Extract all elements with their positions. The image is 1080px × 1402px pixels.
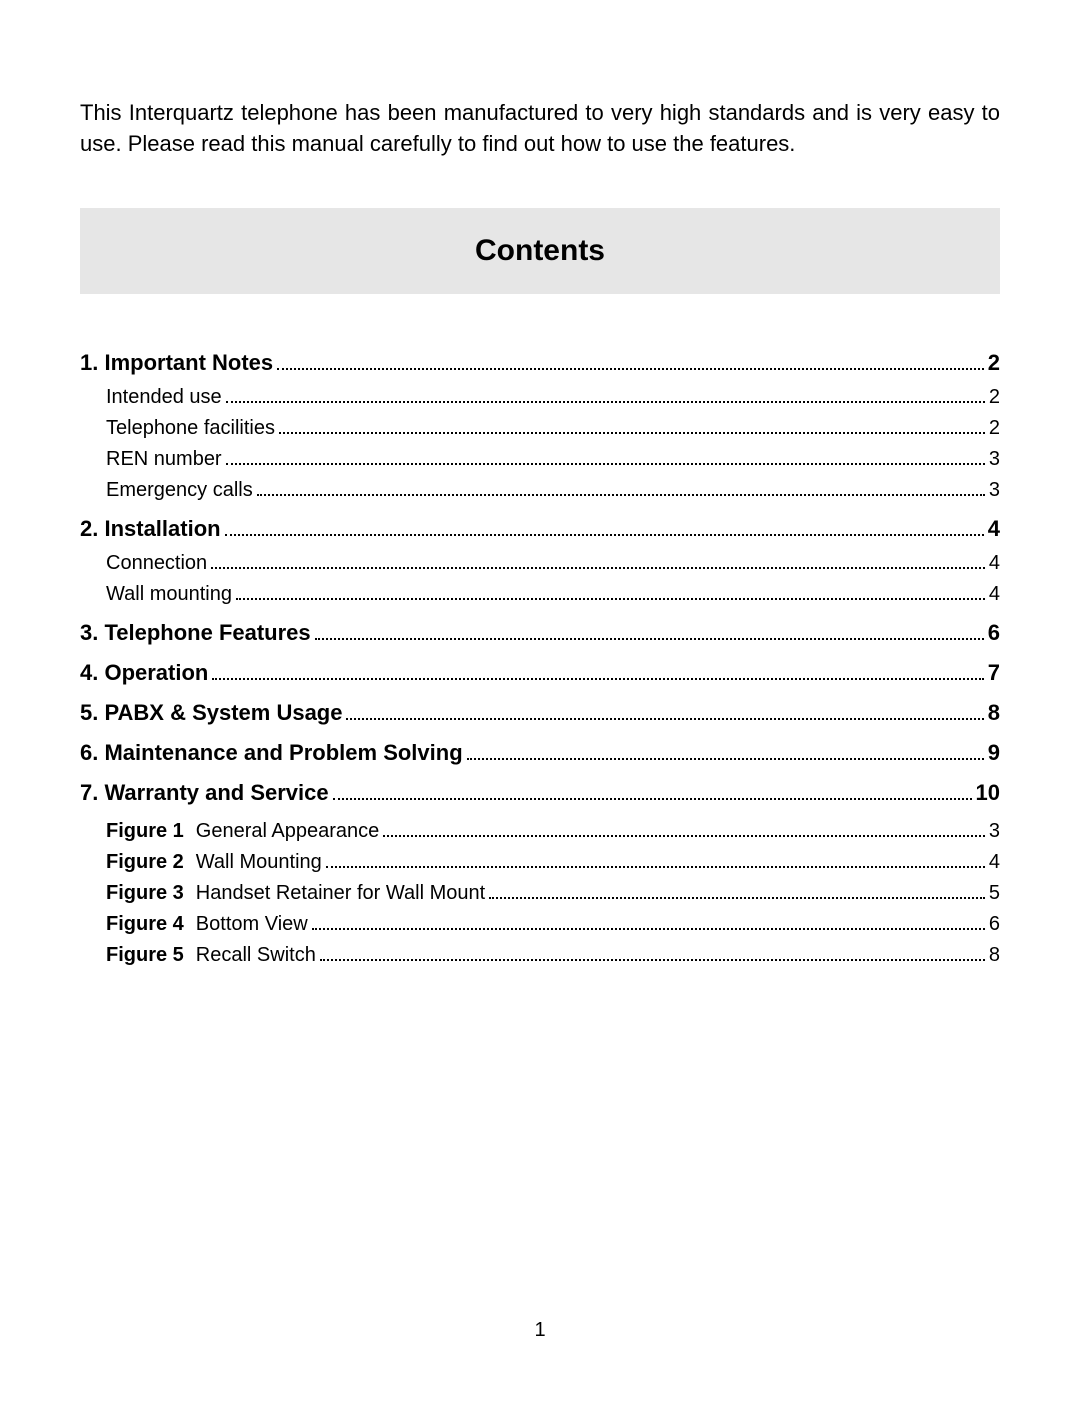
toc-main-entry: 2. Installation 4 [80,516,1000,542]
toc-main-entry: 4. Operation 7 [80,660,1000,686]
toc-dots [312,928,985,930]
figure-title: Handset Retainer for Wall Mount [196,882,485,905]
toc-main-entry: 1. Important Notes 2 [80,350,1000,376]
page-number: 1 [0,1319,1080,1342]
figure-label: Figure 2 [106,851,184,874]
figure-title: Bottom View [196,913,308,936]
toc-main-entry: 6. Maintenance and Problem Solving 9 [80,740,1000,766]
toc-sub-title: REN number [106,448,222,471]
toc-title: 3. Telephone Features [80,620,311,646]
toc-section: 7. Warranty and Service 10 [80,780,1000,806]
figure-title: General Appearance [196,820,379,843]
toc-dots [226,401,985,403]
toc-title: 7. Warranty and Service [80,780,329,806]
toc-list: 1. Important Notes 2 Intended use 2 Tele… [80,350,1000,967]
toc-dots [225,534,984,536]
toc-page: 2 [989,386,1000,409]
toc-sub-entry: Intended use 2 [106,386,1000,409]
toc-title: 1. Important Notes [80,350,273,376]
toc-sub-title: Connection [106,552,207,575]
toc-page: 4 [989,583,1000,606]
figure-label: Figure 5 [106,944,184,967]
toc-dots [489,897,985,899]
toc-section: 1. Important Notes 2 Intended use 2 Tele… [80,350,1000,502]
toc-main-entry: 7. Warranty and Service 10 [80,780,1000,806]
toc-page: 2 [988,350,1000,376]
toc-dots [257,494,985,496]
toc-figure-entry: Figure 3 Handset Retainer for Wall Mount… [106,882,1000,905]
toc-page: 6 [988,620,1000,646]
toc-page: 8 [989,944,1000,967]
toc-page: 6 [989,913,1000,936]
toc-dots [279,432,985,434]
page-container: This Interquartz telephone has been manu… [0,0,1080,967]
toc-page: 9 [988,740,1000,766]
toc-sub-entry: Telephone facilities 2 [106,417,1000,440]
toc-page: 8 [988,700,1000,726]
toc-figure-entry: Figure 4 Bottom View 6 [106,913,1000,936]
toc-section: 2. Installation 4 Connection 4 Wall moun… [80,516,1000,606]
toc-figure-entry: Figure 1 General Appearance 3 [106,820,1000,843]
figure-title: Wall Mounting [196,851,322,874]
toc-title: 2. Installation [80,516,221,542]
toc-sub-title: Wall mounting [106,583,232,606]
figure-title: Recall Switch [196,944,316,967]
contents-heading: Contents [80,208,1000,294]
toc-dots [333,798,972,800]
toc-section: 5. PABX & System Usage 8 [80,700,1000,726]
toc-figure-entry: Figure 5 Recall Switch 8 [106,944,1000,967]
toc-page: 7 [988,660,1000,686]
toc-title: 4. Operation [80,660,208,686]
toc-page: 10 [976,780,1000,806]
toc-sub-title: Telephone facilities [106,417,275,440]
toc-page: 3 [989,820,1000,843]
intro-paragraph: This Interquartz telephone has been manu… [80,98,1000,160]
toc-dots [236,598,985,600]
toc-page: 4 [989,851,1000,874]
toc-section: 4. Operation 7 [80,660,1000,686]
toc-dots [226,463,985,465]
toc-dots [277,368,984,370]
toc-page: 3 [989,479,1000,502]
figure-label: Figure 4 [106,913,184,936]
toc-section: 6. Maintenance and Problem Solving 9 [80,740,1000,766]
toc-dots [383,835,985,837]
toc-section: 3. Telephone Features 6 [80,620,1000,646]
toc-dots [212,678,983,680]
toc-dots [326,866,985,868]
toc-sub-title: Intended use [106,386,222,409]
toc-page: 4 [988,516,1000,542]
toc-dots [211,567,985,569]
toc-sub-entry: REN number 3 [106,448,1000,471]
figure-label: Figure 1 [106,820,184,843]
toc-main-entry: 3. Telephone Features 6 [80,620,1000,646]
toc-page: 3 [989,448,1000,471]
toc-sub-title: Emergency calls [106,479,253,502]
toc-page: 2 [989,417,1000,440]
toc-dots [467,758,984,760]
toc-title: 6. Maintenance and Problem Solving [80,740,463,766]
toc-page: 4 [989,552,1000,575]
toc-title: 5. PABX & System Usage [80,700,342,726]
toc-sub-entry: Emergency calls 3 [106,479,1000,502]
toc-sub-entry: Connection 4 [106,552,1000,575]
toc-dots [320,959,985,961]
figure-label: Figure 3 [106,882,184,905]
toc-dots [346,718,983,720]
toc-sub-entry: Wall mounting 4 [106,583,1000,606]
toc-figure-entry: Figure 2 Wall Mounting 4 [106,851,1000,874]
toc-main-entry: 5. PABX & System Usage 8 [80,700,1000,726]
toc-dots [315,638,984,640]
toc-page: 5 [989,882,1000,905]
